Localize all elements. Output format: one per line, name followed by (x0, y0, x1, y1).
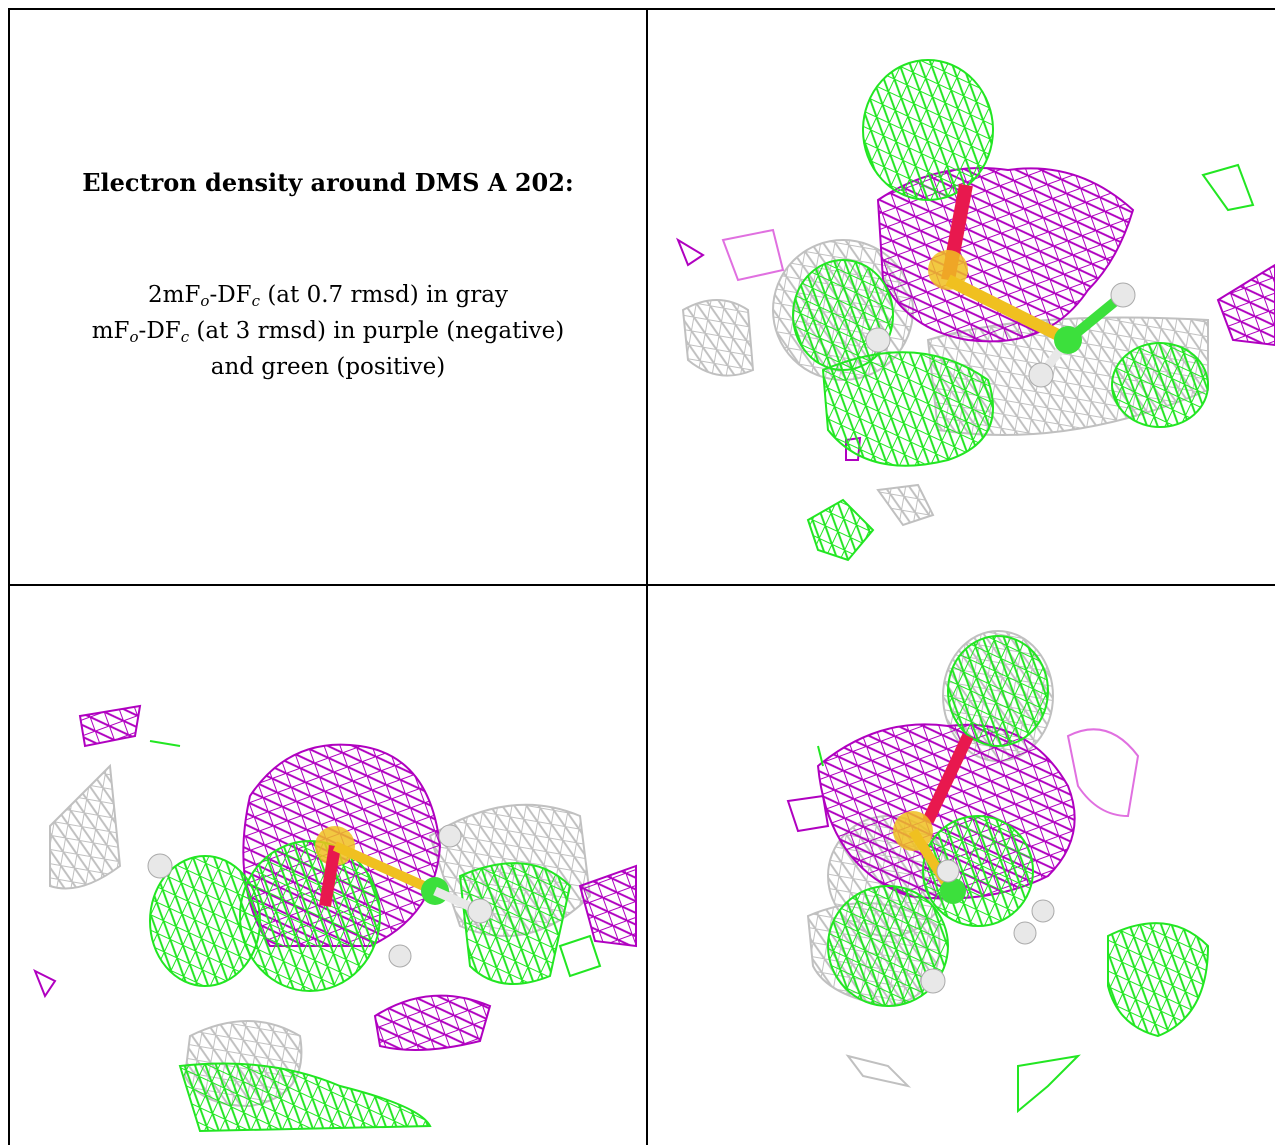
positive-density-mesh (817, 635, 1210, 1114)
density-panel-top-right (648, 10, 1275, 584)
density-view-top-right (675, 59, 1275, 562)
table-divider-vertical (646, 8, 648, 1145)
dms-ligand-model (893, 733, 1055, 994)
density-view-bottom-right (786, 630, 1210, 1114)
dms-ligand-model (865, 183, 1136, 388)
table-divider-horizontal (8, 584, 1275, 586)
positive-density-mesh (792, 59, 1255, 562)
positive-density-mesh (149, 740, 602, 1133)
table-border-top (8, 8, 1275, 10)
caption-positive: and green (positive) (210, 354, 446, 380)
caption-cell: Electron density around DMS A 202: 2mFo-… (10, 0, 646, 584)
table-border-left (8, 8, 10, 1145)
density-view-bottom-left (33, 704, 637, 1133)
caption-difference-map: mFo-DFc (at 3 rmsd) in purple (negative) (91, 318, 565, 346)
caption-title: Electron density around DMS A 202: (82, 168, 574, 197)
caption-gray-map: 2mFo-DFc (at 0.7 rmsd) in gray (148, 282, 508, 310)
negative-density-mesh (675, 167, 1275, 461)
density-panel-bottom-left (10, 586, 646, 1145)
dms-ligand-model (147, 824, 493, 968)
density-panel-bottom-right (648, 586, 1275, 1145)
